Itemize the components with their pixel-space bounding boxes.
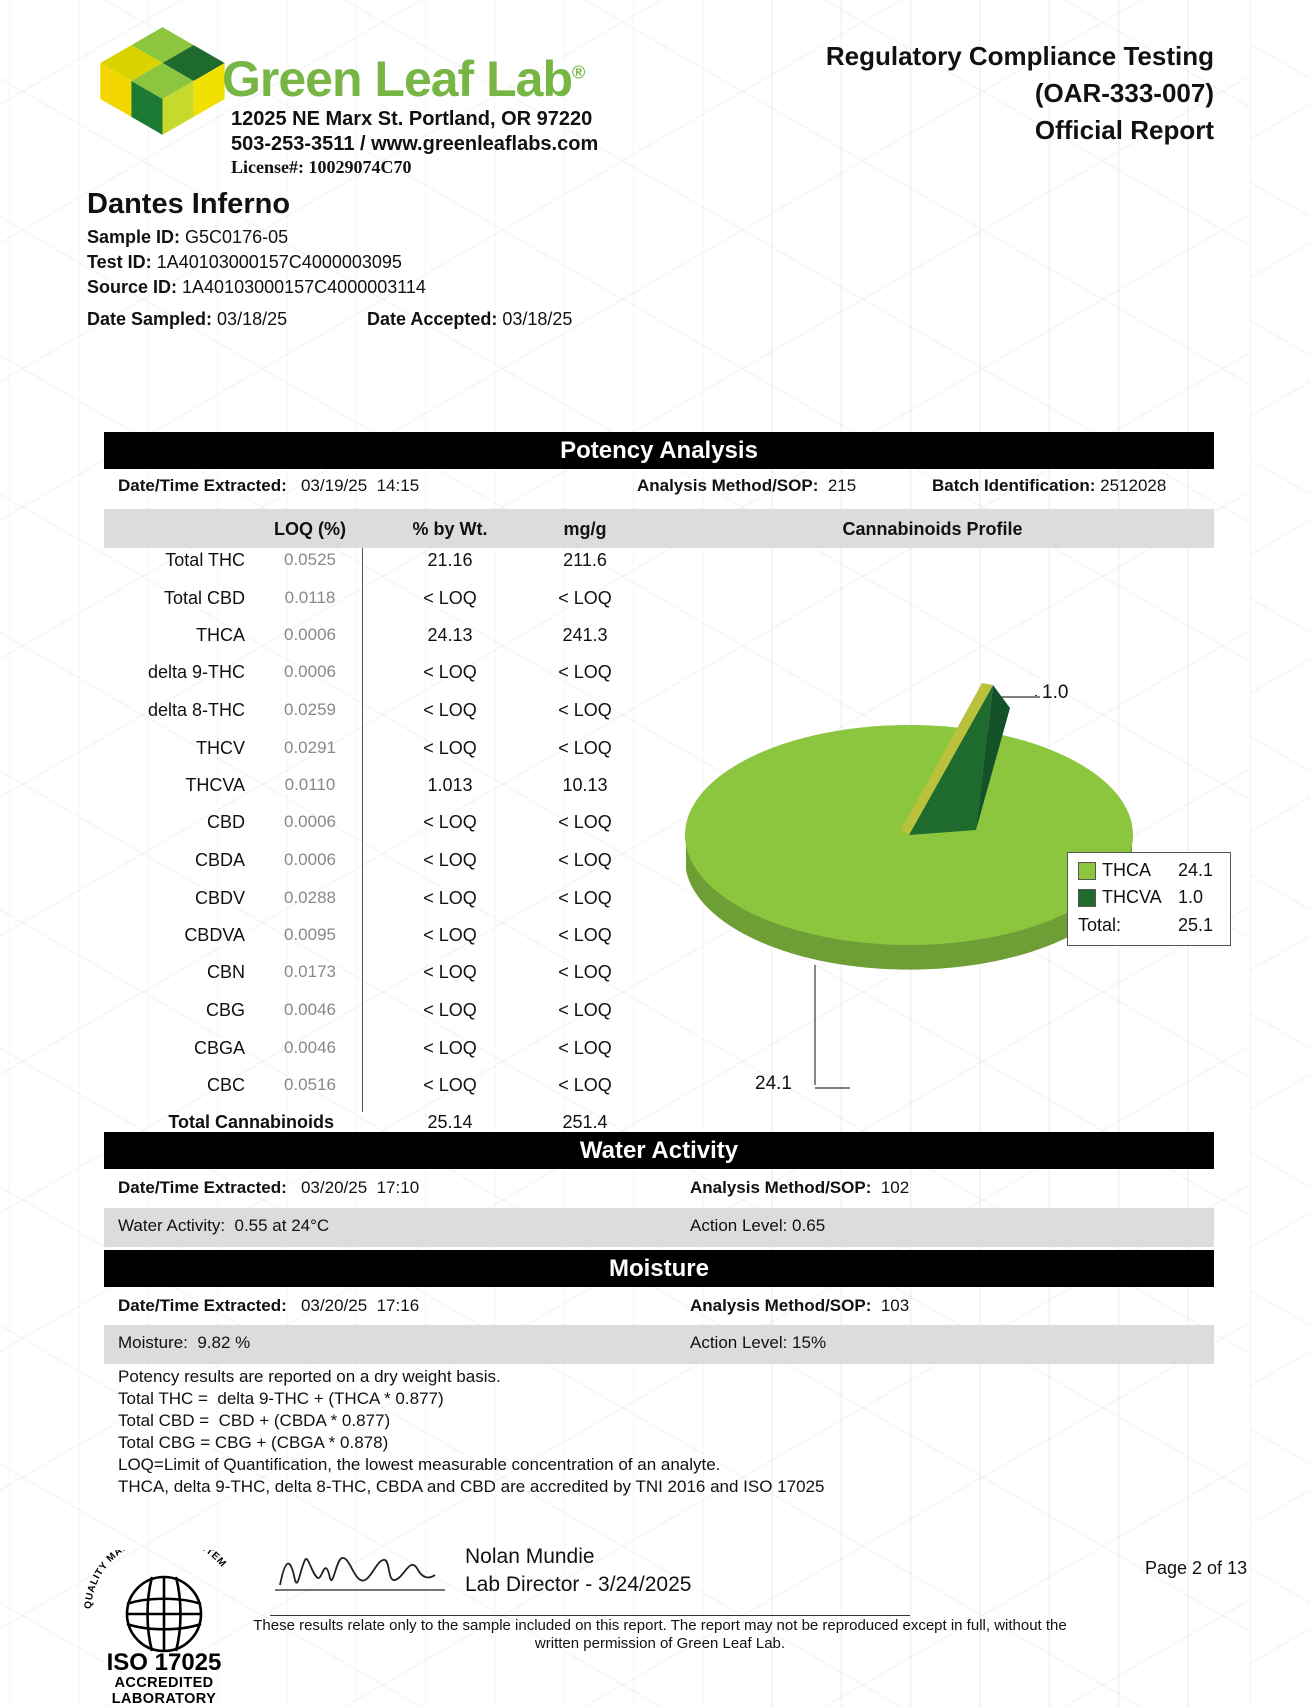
- svg-text:LABORATORY: LABORATORY: [112, 1691, 216, 1707]
- svg-text:ISO 17025: ISO 17025: [107, 1649, 222, 1676]
- svg-text:QUALITY MANAGEMENT SYSTEM: QUALITY MANAGEMENT SYSTEM: [83, 1550, 228, 1609]
- svg-text:ACCREDITED: ACCREDITED: [114, 1675, 213, 1691]
